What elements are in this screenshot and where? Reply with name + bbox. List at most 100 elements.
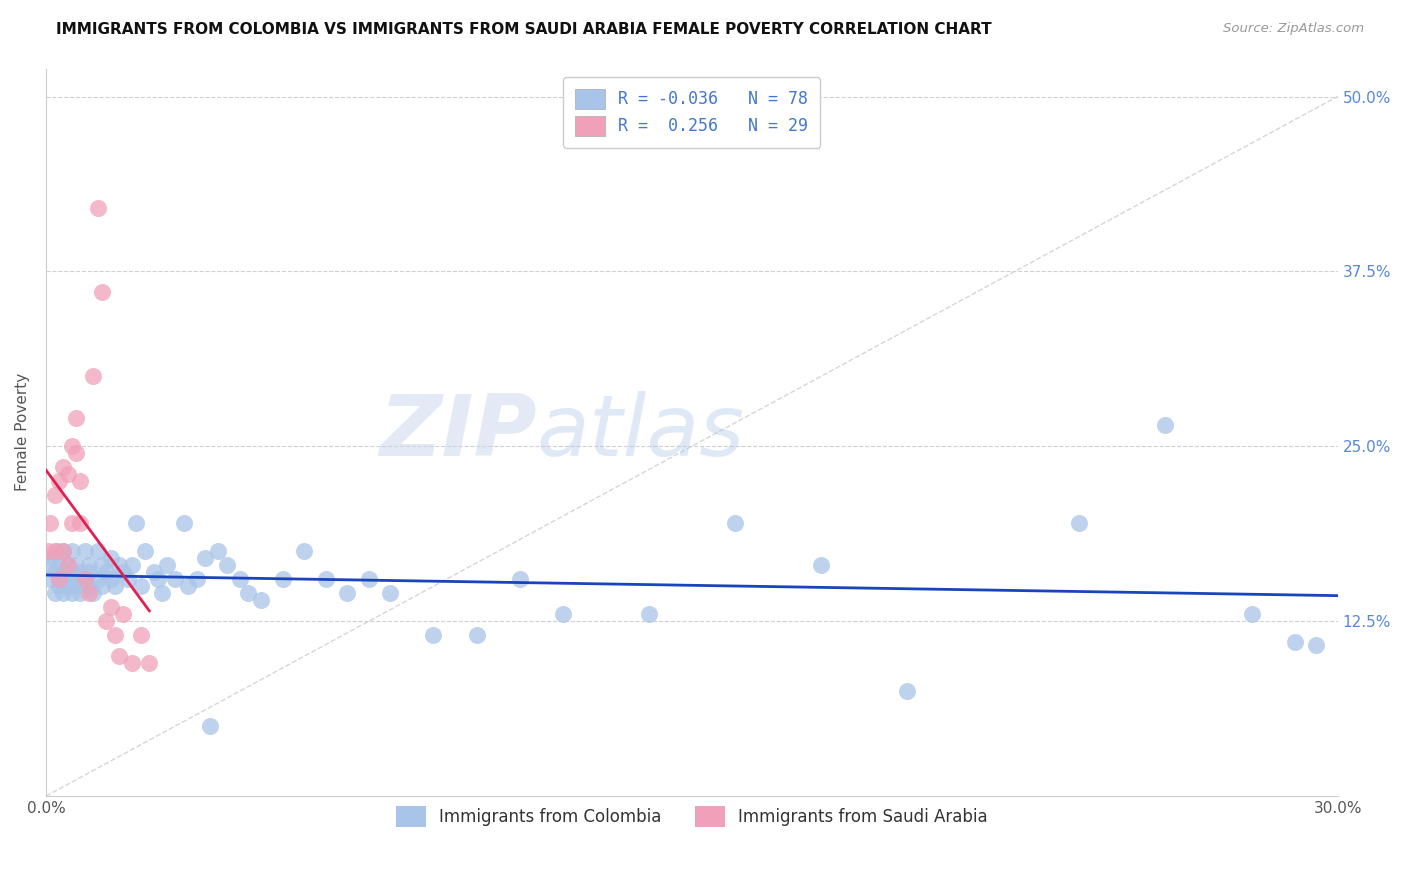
Point — [724, 516, 747, 531]
Point — [165, 572, 187, 586]
Point — [60, 586, 83, 600]
Point — [142, 566, 165, 580]
Point — [44, 544, 66, 558]
Point — [69, 475, 91, 489]
Point — [207, 544, 229, 558]
Point — [91, 579, 114, 593]
Point — [125, 516, 148, 531]
Point — [112, 607, 135, 622]
Point — [1154, 418, 1177, 433]
Point — [77, 579, 100, 593]
Point — [509, 572, 531, 586]
Text: ZIP: ZIP — [380, 391, 537, 474]
Point — [56, 558, 79, 573]
Point — [194, 551, 217, 566]
Point — [129, 628, 152, 642]
Point — [60, 516, 83, 531]
Point — [56, 558, 79, 573]
Point — [117, 572, 139, 586]
Point — [82, 586, 104, 600]
Point — [37, 558, 59, 573]
Point — [138, 656, 160, 670]
Point — [96, 614, 118, 628]
Point — [56, 467, 79, 482]
Point — [39, 516, 62, 531]
Point — [48, 572, 70, 586]
Point — [292, 544, 315, 558]
Point — [315, 572, 337, 586]
Point — [100, 600, 122, 615]
Text: atlas: atlas — [537, 391, 745, 474]
Point — [271, 572, 294, 586]
Point — [65, 579, 87, 593]
Point — [146, 572, 169, 586]
Point — [104, 628, 127, 642]
Point — [104, 579, 127, 593]
Point — [86, 572, 108, 586]
Point — [69, 566, 91, 580]
Point — [65, 446, 87, 460]
Point — [112, 566, 135, 580]
Point — [380, 586, 402, 600]
Point — [121, 558, 143, 573]
Point — [86, 202, 108, 216]
Point — [73, 544, 96, 558]
Point — [250, 593, 273, 607]
Point — [155, 558, 177, 573]
Point — [551, 607, 574, 622]
Point — [69, 516, 91, 531]
Point — [48, 579, 70, 593]
Point — [108, 558, 131, 573]
Point — [37, 544, 59, 558]
Point — [69, 586, 91, 600]
Point — [810, 558, 832, 573]
Point — [91, 558, 114, 573]
Point — [198, 719, 221, 733]
Point — [121, 656, 143, 670]
Point — [228, 572, 250, 586]
Point — [100, 551, 122, 566]
Y-axis label: Female Poverty: Female Poverty — [15, 373, 30, 491]
Point — [637, 607, 659, 622]
Point — [96, 566, 118, 580]
Point — [134, 544, 156, 558]
Point — [177, 579, 200, 593]
Point — [86, 544, 108, 558]
Point — [100, 572, 122, 586]
Point — [129, 579, 152, 593]
Point — [1284, 635, 1306, 649]
Point — [186, 572, 208, 586]
Point — [77, 566, 100, 580]
Text: Source: ZipAtlas.com: Source: ZipAtlas.com — [1223, 22, 1364, 36]
Point — [896, 684, 918, 698]
Point — [422, 628, 444, 642]
Point — [357, 572, 380, 586]
Point — [44, 586, 66, 600]
Point — [48, 475, 70, 489]
Point — [39, 572, 62, 586]
Point — [44, 488, 66, 502]
Text: IMMIGRANTS FROM COLOMBIA VS IMMIGRANTS FROM SAUDI ARABIA FEMALE POVERTY CORRELAT: IMMIGRANTS FROM COLOMBIA VS IMMIGRANTS F… — [56, 22, 991, 37]
Point — [65, 572, 87, 586]
Point — [238, 586, 260, 600]
Point — [77, 586, 100, 600]
Point — [65, 558, 87, 573]
Point — [215, 558, 238, 573]
Point — [52, 566, 75, 580]
Legend: Immigrants from Colombia, Immigrants from Saudi Arabia: Immigrants from Colombia, Immigrants fro… — [388, 798, 995, 835]
Point — [73, 572, 96, 586]
Point — [41, 551, 63, 566]
Point — [60, 544, 83, 558]
Point — [1305, 638, 1327, 652]
Point — [1240, 607, 1263, 622]
Point — [73, 572, 96, 586]
Point — [48, 572, 70, 586]
Point — [56, 572, 79, 586]
Point — [108, 649, 131, 664]
Point — [150, 586, 173, 600]
Point — [60, 566, 83, 580]
Point — [52, 460, 75, 475]
Point — [60, 439, 83, 453]
Point — [48, 558, 70, 573]
Point — [52, 544, 75, 558]
